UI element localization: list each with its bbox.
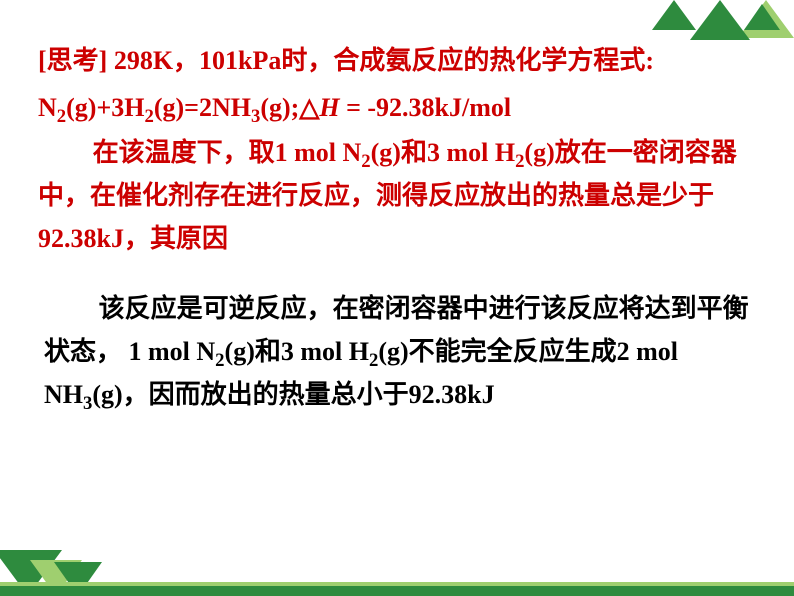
eq-part: (g)=2NH — [154, 93, 251, 122]
answer-body: 该反应是可逆反应，在密闭容器中进行该反应将达到平衡状态， 1 mol N2(g)… — [38, 288, 756, 417]
eq-sub: 2 — [145, 106, 154, 127]
heading-prefix: [思考] — [38, 46, 114, 75]
text: (g)和3 mol H — [225, 337, 369, 366]
eq-sub: 2 — [57, 106, 66, 127]
question-body: 在该温度下，取1 mol N2(g)和3 mol H2(g)放在一密闭容器中，在… — [38, 132, 756, 261]
delta-h: H — [319, 93, 346, 122]
text: (g)，因而放出的热量总小于92.38kJ — [92, 380, 494, 409]
eq-part: N — [38, 93, 57, 122]
slide-content: [思考] 298K，101kPa时，合成氨反应的热化学方程式: N2(g)+3H… — [38, 40, 756, 417]
sub: 2 — [369, 351, 378, 372]
sub: 3 — [83, 393, 92, 414]
sub: 2 — [361, 151, 370, 172]
tree-icon — [744, 4, 780, 30]
tree-icon — [690, 0, 750, 40]
eq-sub: 3 — [251, 106, 260, 127]
question-heading: [思考] 298K，101kPa时，合成氨反应的热化学方程式: — [38, 40, 756, 83]
heading-body: 298K，101kPa时，合成氨反应的热化学方程式: — [114, 46, 654, 75]
eq-part: (g)+3H — [66, 93, 144, 122]
text: (g)和3 mol H — [371, 138, 515, 167]
footer-stripe — [0, 586, 794, 596]
sub: 2 — [215, 351, 224, 372]
eq-part: = -92.38kJ/mol — [346, 93, 511, 122]
text: 在该温度下，取1 mol N — [93, 138, 362, 167]
eq-part: (g);△ — [260, 93, 319, 122]
thermo-equation: N2(g)+3H2(g)=2NH3(g);△H = -92.38kJ/mol — [38, 87, 756, 130]
slide: [思考] 298K，101kPa时，合成氨反应的热化学方程式: N2(g)+3H… — [0, 0, 794, 596]
